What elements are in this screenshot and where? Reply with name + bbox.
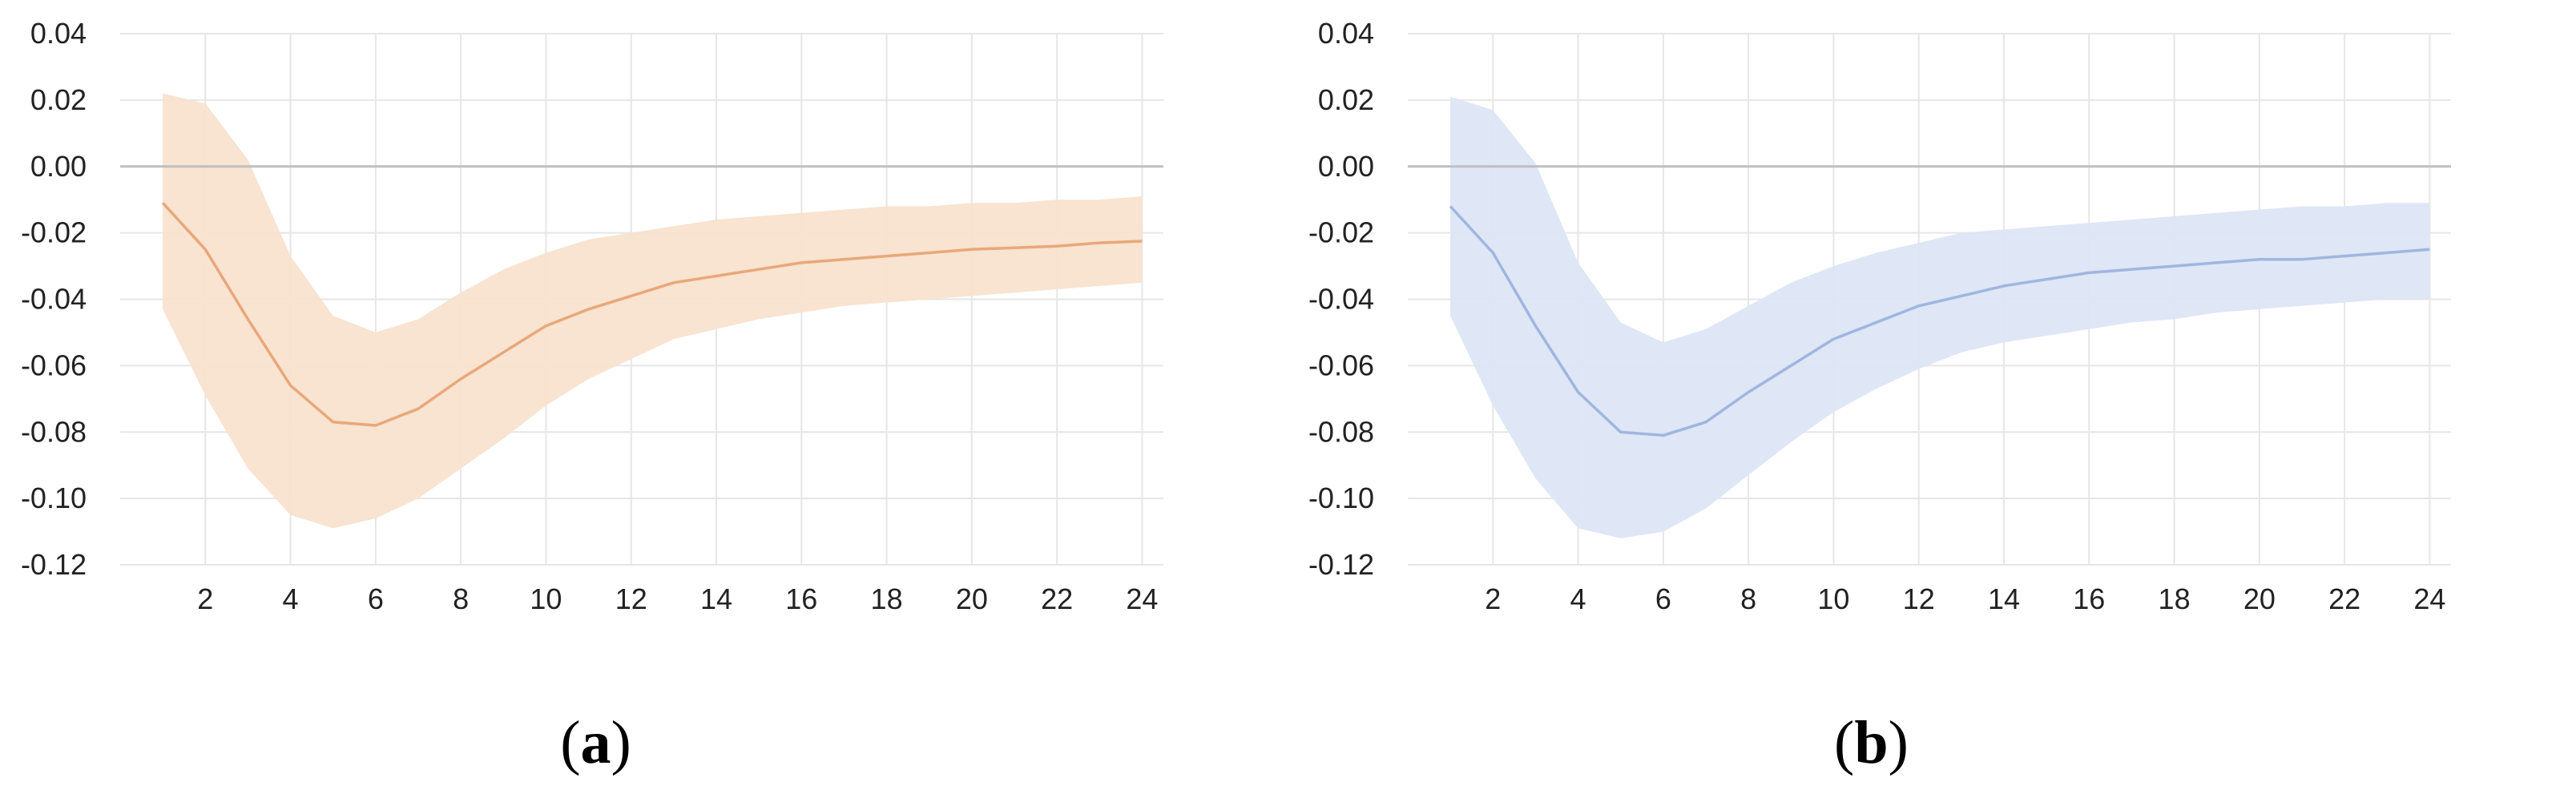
chart-a-x-tick-label: 2 [197, 582, 213, 615]
chart-panel-b: 0.04 0.02 0.00 -0.02 -0.04 -0.06 -0.08 -0.10 -0.… [1288, 0, 2575, 810]
chart-a-x-tick-label: 4 [283, 582, 299, 615]
chart-a-y-axis-labels: 0.04 0.02 0.00 -0.02 -0.04 -0.06 -0.08 -0.10 -0.… [21, 17, 87, 581]
chart-b-x-tick-label: 4 [1570, 582, 1586, 615]
chart-b-x-tick-label: 22 [2328, 582, 2360, 615]
chart-b-x-tick-label: 8 [1740, 582, 1756, 615]
chart-b-y-axis-labels: 0.04 0.02 0.00 -0.02 -0.04 -0.06 -0.08 -0.10 -0.… [1308, 17, 1374, 581]
chart-a-x-tick-label: 8 [453, 582, 469, 615]
chart-a-x-tick-label: 16 [785, 582, 817, 615]
chart-b-y-tick-label: 0.04 [1318, 17, 1374, 50]
chart-a-x-tick-label: 10 [530, 582, 562, 615]
caption-b-letter: b [1854, 709, 1889, 776]
chart-b-y-tick-label: 0.02 [1318, 83, 1374, 116]
chart-b-response-line [1449, 205, 2430, 437]
chart-a-y-tick-label: 0.00 [30, 150, 87, 183]
chart-b-x-tick-label: 16 [2073, 582, 2105, 615]
chart-b-x-tick-label: 10 [1817, 582, 1849, 615]
chart-a-confidence-band [163, 93, 1143, 529]
chart-b-x-tick-label: 14 [1988, 582, 2020, 615]
chart-b-y-tick-label: 0.00 [1318, 150, 1374, 183]
chart-b: 0.04 0.02 0.00 -0.02 -0.04 -0.06 -0.08 -0.10 -0.… [1308, 17, 2451, 615]
chart-b-y-tick-label: -0.08 [1308, 415, 1374, 448]
chart-b-y-tick-label: -0.02 [1308, 216, 1374, 249]
chart-b-x-tick-label: 2 [1485, 582, 1501, 615]
chart-b-x-axis-labels: 2 4 6 8 10 12 14 16 18 20 22 24 [1485, 582, 2445, 615]
chart-panel-a: 0.04 0.02 0.00 -0.02 -0.04 -0.06 -0.08 -0.10 -0.… [0, 17, 1240, 778]
caption-b-open: ( [1834, 709, 1855, 776]
chart-a-x-tick-label: 20 [956, 582, 988, 615]
chart-a-x-tick-label: 6 [368, 582, 384, 615]
chart-b-y-tick-label: -0.04 [1308, 283, 1374, 316]
chart-b-y-tick-label: -0.10 [1308, 482, 1374, 514]
chart-a-y-tick-label: -0.12 [21, 548, 87, 581]
chart-b-x-tick-label: 24 [2413, 582, 2445, 615]
chart-a-x-tick-label: 18 [871, 582, 903, 615]
chart-a-x-axis-labels: 2 4 6 8 10 12 14 16 18 20 22 24 [197, 582, 1158, 615]
chart-a-x-tick-label: 14 [700, 582, 732, 615]
chart-b-x-tick-label: 6 [1655, 582, 1671, 615]
caption-b-close: ) [1888, 709, 1909, 776]
chart-b-x-tick-label: 12 [1903, 582, 1935, 615]
chart-a: 0.04 0.02 0.00 -0.02 -0.04 -0.06 -0.08 -0.10 -0.… [21, 17, 1163, 615]
chart-a-x-tick-label: 22 [1041, 582, 1073, 615]
chart-b-y-tick-label: -0.12 [1308, 548, 1374, 581]
chart-a-y-tick-label: -0.10 [21, 482, 87, 514]
chart-a-x-tick-label: 24 [1126, 582, 1158, 615]
chart-a-y-tick-label: -0.04 [21, 283, 87, 316]
chart-a-y-tick-label: -0.06 [21, 349, 87, 381]
chart-a-y-tick-label: 0.04 [30, 17, 87, 50]
chart-b-x-tick-label: 20 [2243, 582, 2276, 615]
caption-a-close: ) [611, 709, 631, 776]
caption-a: (a) [0, 708, 1240, 778]
chart-a-y-tick-label: -0.02 [21, 216, 87, 249]
chart-a-y-tick-label: -0.08 [21, 415, 87, 448]
caption-b: (b) [1228, 708, 2515, 778]
chart-a-response-line [161, 202, 1143, 427]
chart-a-x-tick-label: 12 [615, 582, 647, 615]
caption-a-letter: a [580, 709, 611, 776]
chart-b-x-tick-label: 18 [2159, 582, 2191, 615]
caption-a-open: ( [560, 709, 581, 776]
chart-b-y-tick-label: -0.06 [1308, 349, 1374, 381]
chart-b-confidence-band [1450, 96, 2430, 538]
chart-a-y-tick-label: 0.02 [30, 83, 87, 116]
